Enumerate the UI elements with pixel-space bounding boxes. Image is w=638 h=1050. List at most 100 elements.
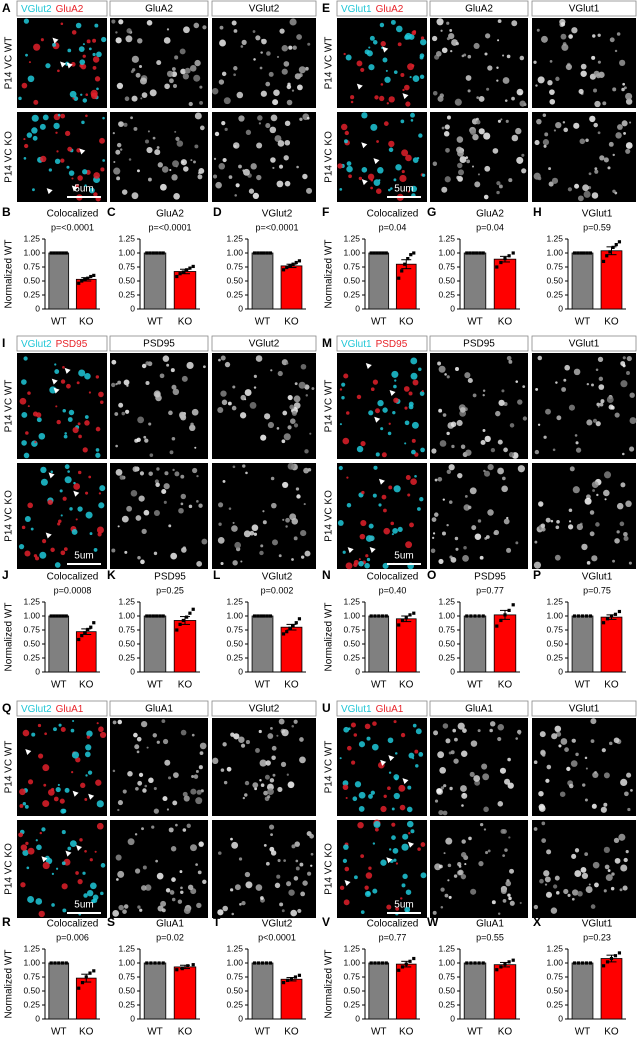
puncta: [84, 751, 91, 758]
puncta: [281, 68, 288, 75]
puncta: [279, 902, 284, 907]
puncta: [265, 861, 270, 866]
puncta: [291, 725, 295, 728]
puncta: [381, 494, 387, 500]
puncta: [432, 536, 435, 539]
y-tick-label: 0.50: [118, 275, 135, 285]
puncta: [136, 169, 140, 173]
channel-header-text: VGlut1: [569, 704, 600, 715]
puncta: [589, 531, 595, 537]
arrowhead: [53, 387, 60, 394]
puncta: [258, 122, 262, 125]
puncta: [34, 441, 37, 444]
puncta: [438, 365, 446, 373]
puncta: [629, 121, 632, 124]
puncta: [245, 471, 248, 475]
puncta: [466, 159, 471, 164]
puncta: [589, 115, 596, 123]
chart-title: PSD95: [474, 572, 506, 583]
puncta: [594, 882, 599, 888]
arrowhead: [361, 179, 368, 186]
puncta: [504, 848, 508, 852]
puncta: [253, 58, 256, 61]
puncta: [571, 27, 578, 34]
bar: [571, 252, 594, 310]
data-point: [155, 614, 159, 618]
puncta: [455, 101, 460, 105]
puncta: [82, 98, 88, 103]
puncta: [256, 142, 263, 149]
puncta: [286, 84, 292, 90]
puncta: [59, 489, 63, 493]
data-point: [588, 614, 593, 618]
puncta: [358, 741, 366, 748]
puncta: [100, 400, 104, 404]
puncta: [614, 538, 620, 544]
puncta: [343, 373, 349, 379]
puncta: [148, 471, 153, 476]
puncta: [63, 434, 68, 439]
puncta: [285, 525, 288, 528]
y-tick-label: 1.25: [546, 943, 563, 953]
puncta: [72, 719, 75, 723]
puncta: [457, 162, 463, 169]
puncta: [491, 900, 496, 905]
puncta: [608, 741, 613, 746]
puncta: [444, 176, 451, 183]
puncta: [137, 555, 141, 560]
channel-header-text: PSD95: [143, 339, 175, 350]
puncta: [266, 51, 271, 56]
puncta: [22, 802, 27, 806]
puncta: [289, 404, 295, 410]
y-axis-label: Normalized WT: [324, 603, 335, 672]
puncta: [187, 884, 194, 891]
puncta: [26, 866, 30, 870]
arrowhead: [65, 850, 72, 857]
puncta: [141, 827, 144, 831]
puncta: [257, 115, 263, 121]
puncta: [172, 160, 179, 168]
y-tick-label: 1.25: [438, 943, 455, 953]
puncta: [64, 476, 72, 484]
puncta: [100, 167, 105, 172]
puncta: [118, 904, 124, 911]
puncta: [168, 827, 174, 833]
puncta: [62, 366, 65, 369]
puncta: [437, 361, 442, 366]
bar: [48, 615, 70, 673]
puncta: [479, 822, 484, 827]
p-value: p=0.002: [261, 585, 294, 595]
data-point: [64, 614, 68, 618]
y-tick-label: 0.25: [23, 652, 40, 662]
puncta: [55, 131, 58, 134]
data-point: [181, 618, 185, 623]
puncta: [238, 857, 243, 861]
puncta: [478, 861, 484, 867]
bar: [143, 252, 167, 310]
puncta: [431, 448, 437, 454]
y-tick-label: 0.50: [546, 638, 563, 648]
puncta: [341, 396, 345, 400]
puncta: [487, 509, 494, 516]
puncta: [420, 36, 425, 40]
puncta: [568, 520, 572, 523]
puncta: [309, 833, 314, 839]
data-point: [89, 274, 93, 279]
puncta: [169, 450, 174, 455]
data-point: [92, 969, 96, 973]
puncta: [452, 728, 457, 733]
puncta: [571, 897, 575, 901]
puncta: [39, 831, 43, 835]
chart-title: Colocalized: [47, 572, 99, 583]
puncta: [198, 841, 204, 847]
puncta: [288, 45, 293, 50]
puncta: [511, 134, 519, 142]
y-tick-label: 0.25: [226, 652, 243, 662]
puncta: [625, 850, 629, 854]
y-tick-label: 0: [238, 303, 243, 313]
puncta: [64, 432, 67, 435]
y-tick-label: 1.00: [438, 610, 455, 620]
puncta: [255, 35, 261, 41]
puncta: [496, 66, 499, 69]
puncta: [51, 787, 55, 792]
